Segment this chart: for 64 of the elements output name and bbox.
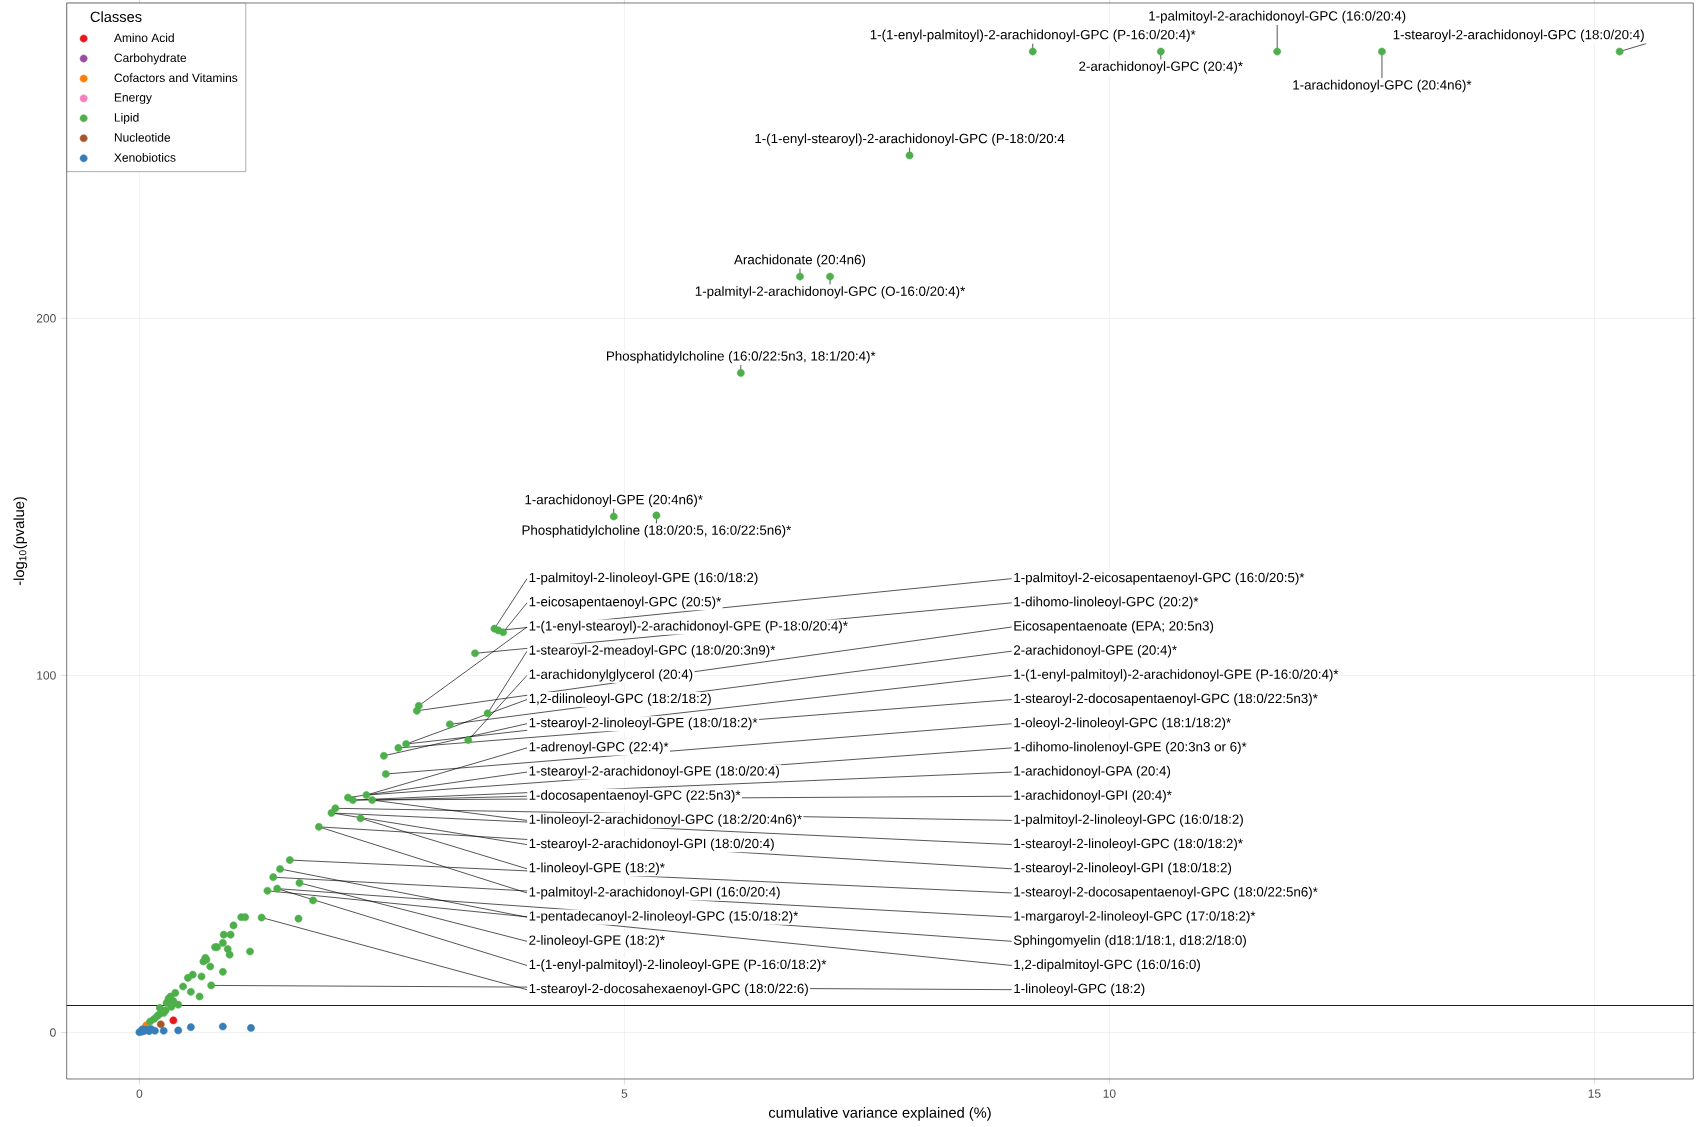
annotation: 1-linoleoyl-2-arachidonoyl-GPC (18:2/20:4n6)*: [529, 814, 802, 827]
annotation: 1-eicosapentaenoyl-GPC (20:5)*: [529, 596, 722, 610]
annotation: 1-(1-enyl-palmitoyl)-2-linoleoyl-GPE (P-16:0/18:2)*: [529, 959, 827, 972]
x-tick-label: 0: [136, 1089, 143, 1098]
annotation: 2-linoleoyl-GPE (18:2)*: [529, 935, 665, 948]
legend-label: Energy: [114, 93, 152, 105]
x-tick-label: 15: [1588, 1089, 1601, 1098]
annotation: 1-pentadecanoyl-2-linoleoyl-GPC (15:0/18:2)*: [529, 910, 799, 924]
annotation: 2-arachidonoyl-GPE (20:4)*: [1013, 644, 1177, 658]
legend-label: Carbohydrate: [114, 53, 187, 65]
annotation: Arachidonate (20:4n6): [734, 254, 866, 267]
annotation: 1-adrenoyl-GPC (22:4)*: [529, 741, 669, 755]
annotation: 1-arachidonoyl-GPE (20:4n6)*: [525, 494, 703, 507]
annotation: 1-docosapentaenoyl-GPC (22:5n3)*: [529, 790, 741, 803]
annotation: 1-arachidonylglycerol (20:4): [529, 669, 693, 682]
x-tick-label: 5: [621, 1089, 628, 1098]
annotation: 1-dihomo-linoleoyl-GPC (20:2)*: [1014, 596, 1199, 610]
annotation: Eicosapentaenoate (EPA; 20:5n3): [1014, 620, 1214, 634]
y-tick-label: 0: [50, 1028, 56, 1037]
annotation: 1-stearoyl-2-docosapentaenoyl-GPC (18:0/22:5n6)*: [1014, 886, 1318, 900]
annotation: 1-stearoyl-2-linoleoyl-GPC (18:0/18:2)*: [1014, 838, 1243, 851]
annotation: 1,2-dipalmitoyl-GPC (16:0/16:0): [1014, 959, 1200, 972]
annotation: 1-(1-enyl-stearoyl)-2-arachidonoyl-GPE (P-18:0/20:4)*: [529, 620, 848, 634]
legend-label: Xenobiotics: [114, 152, 176, 162]
annotation: 1-palmitoyl-2-linoleoyl-GPC (16:0/18:2): [1014, 814, 1243, 827]
annotation: 1-arachidonoyl-GPI (20:4)*: [1014, 790, 1172, 803]
annotation: 1-stearoyl-2-docosahexaenoyl-GPC (18:0/22:6): [529, 983, 808, 996]
annotation: 1,2-dilinoleoyl-GPC (18:2/18:2): [529, 693, 711, 706]
annotation: 1-stearoyl-2-arachidonoyl-GPI (18:0/20:4): [529, 838, 774, 851]
annotation: 2-arachidonoyl-GPC (20:4)*: [1079, 61, 1243, 74]
annotation: Phosphatidylcholine (16:0/22:5n3, 18:1/20:4)*: [606, 350, 876, 364]
annotation: Phosphatidylcholine (18:0/20:5, 16:0/22:5n6)*: [522, 525, 792, 538]
legend-title: Classes: [90, 11, 142, 23]
x-tick-label: 10: [1103, 1089, 1116, 1098]
annotation: 1-arachidonoyl-GPA (20:4): [1014, 765, 1171, 779]
annotation: 1-stearoyl-2-linoleoyl-GPI (18:0/18:2): [1014, 862, 1232, 875]
y-axis-title: -log$_{10}$(pvalue): [13, 497, 28, 586]
annotation: 1-stearoyl-2-meadoyl-GPC (18:0/20:3n9)*: [529, 644, 776, 658]
annotation: 1-stearoyl-2-arachidonoyl-GPE (18:0/20:4): [529, 765, 779, 779]
annotation: 1-oleoyl-2-linoleoyl-GPC (18:1/18:2)*: [1014, 717, 1231, 730]
legend-label: Cofactors and Vitamins: [114, 73, 238, 83]
annotation: 1-stearoyl-2-arachidonoyl-GPC (18:0/20:4): [1393, 29, 1644, 42]
annotation: 1-linoleoyl-GPE (18:2)*: [529, 862, 665, 875]
annotation: 1-margaroyl-2-linoleoyl-GPC (17:0/18:2)*: [1014, 910, 1256, 924]
annotation: 1-palmitoyl-2-linoleoyl-GPE (16:0/18:2): [529, 572, 758, 585]
annotation: 1-(1-enyl-palmitoyl)-2-arachidonoyl-GPC (P-16:0/20:4)*: [870, 29, 1196, 42]
legend-label: Amino Acid: [113, 33, 174, 43]
y-tick-label: 200: [36, 314, 56, 323]
annotation: Sphingomyelin (d18:1/18:1, d18:2/18:0): [1013, 935, 1246, 948]
annotation: 1-arachidonoyl-GPC (20:4n6)*: [1293, 79, 1472, 93]
annotation: 1-(1-enyl-palmitoyl)-2-arachidonoyl-GPE (P-16:0/20:4)*: [1014, 669, 1339, 682]
x-axis-title: cumulative variance explained (%): [768, 1107, 991, 1121]
annotation: 1-(1-enyl-stearoyl)-2-arachidonoyl-GPC (P-18:0/20:4: [755, 133, 1065, 146]
annotation: 1-stearoyl-2-linoleoyl-GPE (18:0/18:2)*: [529, 717, 758, 730]
annotation: 1-palmitoyl-2-arachidonoyl-GPI (16:0/20:4): [529, 886, 780, 900]
legend-label: Lipid: [114, 112, 139, 125]
annotation: 1-palmitoyl-2-eicosapentaenoyl-GPC (16:0/20:5)*: [1014, 572, 1305, 585]
annotation: 1-dihomo-linolenoyl-GPE (20:3n3 or 6)*: [1014, 741, 1247, 755]
annotation: 1-stearoyl-2-docosapentaenoyl-GPC (18:0/22:5n3)*: [1014, 693, 1318, 706]
y-tick-label: 100: [37, 671, 56, 680]
annotation: 1-linoleoyl-GPC (18:2): [1014, 983, 1145, 996]
legend-label: Nucleotide: [114, 132, 171, 142]
annotation: 1-palmityl-2-arachidonoyl-GPC (O-16:0/20:4)*: [695, 286, 966, 299]
annotation: 1-palmitoyl-2-arachidonoyl-GPC (16:0/20:4): [1149, 10, 1406, 24]
